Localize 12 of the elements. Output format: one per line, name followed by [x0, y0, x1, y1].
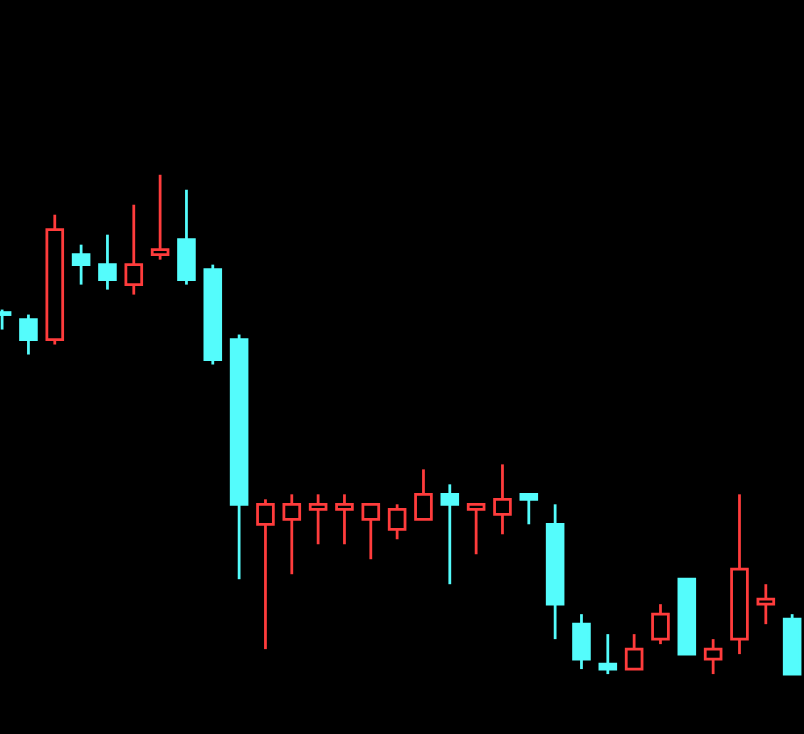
candlestick — [98, 233, 117, 291]
candlestick — [335, 492, 354, 546]
candlestick — [282, 492, 302, 576]
candlestick — [124, 203, 144, 296]
candlestick — [756, 582, 776, 626]
candlestick — [730, 492, 749, 656]
candlestick — [440, 482, 460, 586]
candlestick — [703, 637, 723, 676]
candlestick — [545, 502, 565, 641]
candlestick — [572, 612, 591, 671]
candlestick — [308, 492, 328, 546]
candlestick — [493, 462, 512, 536]
